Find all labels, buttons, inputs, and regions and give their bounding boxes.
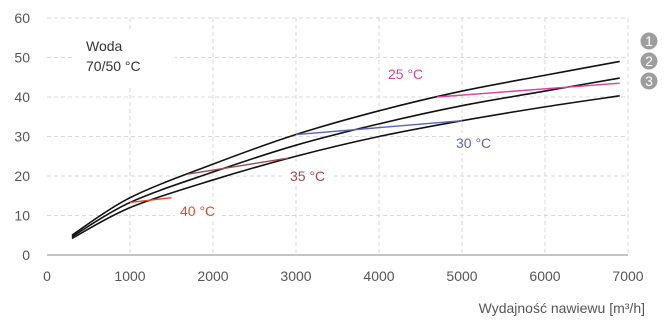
- series-line-2: [71, 77, 620, 238]
- x-tick-label: 1000: [114, 268, 145, 284]
- temperature-label-bg: [285, 166, 331, 186]
- x-tick-label: 2000: [197, 268, 228, 284]
- series-lines: [71, 60, 620, 240]
- fluid-label-line2: 70/50 °C: [86, 58, 141, 74]
- y-tick-label: 40: [14, 89, 30, 105]
- temperature-label: 30 °C: [456, 135, 491, 151]
- y-tick-label: 50: [14, 50, 30, 66]
- y-tick-label: 20: [14, 168, 30, 184]
- grid-horizontal: [47, 17, 628, 216]
- series-markers: 1 2 3: [640, 32, 658, 90]
- series-marker-label: 2: [645, 53, 653, 69]
- x-tick-label: 4000: [363, 268, 394, 284]
- y-tick-label: 60: [14, 10, 30, 26]
- temperature-label-bg: [383, 64, 429, 84]
- temperature-line: [187, 157, 288, 175]
- temperature-label-bg: [175, 201, 221, 221]
- temperature-label: 40 °C: [180, 203, 215, 219]
- temperature-line: [295, 120, 463, 136]
- fluid-label-line1: Woda: [86, 38, 123, 54]
- y-tick-label: 0: [22, 247, 30, 263]
- series-line-3: [71, 95, 620, 240]
- y-tick-label: 30: [14, 129, 30, 145]
- series-marker-1: [640, 32, 658, 50]
- series-line-1: [71, 60, 620, 236]
- series-marker-3: [640, 72, 658, 90]
- y-tick-labels: 0 10 20 30 40 50 60: [14, 10, 30, 263]
- fluid-box-background: [72, 30, 175, 88]
- series-marker-label: 1: [645, 33, 653, 49]
- x-tick-label: 5000: [446, 268, 477, 284]
- x-tick-label: 3000: [280, 268, 311, 284]
- x-tick-label: 0: [43, 268, 51, 284]
- temperature-label: 25 °C: [388, 66, 423, 82]
- series-marker-label: 3: [645, 73, 653, 89]
- x-tick-label: 6000: [529, 268, 560, 284]
- y-tick-label: 10: [14, 208, 30, 224]
- x-tick-label: 7000: [612, 268, 643, 284]
- series-marker-2: [640, 52, 658, 70]
- fluid-box: Woda 70/50 °C: [72, 30, 175, 88]
- temperature-label-bg: [451, 133, 497, 153]
- x-tick-labels: 0 1000 2000 3000 4000 5000 6000 7000: [43, 268, 644, 284]
- temperature-line: [129, 197, 172, 204]
- x-axis-label: Wydajność nawiewu [m³/h]: [479, 300, 645, 316]
- temperature-line: [437, 82, 620, 98]
- temperature-lines: 40 °C 35 °C 30 °C 25 °C: [129, 64, 620, 221]
- temperature-label: 35 °C: [290, 168, 325, 184]
